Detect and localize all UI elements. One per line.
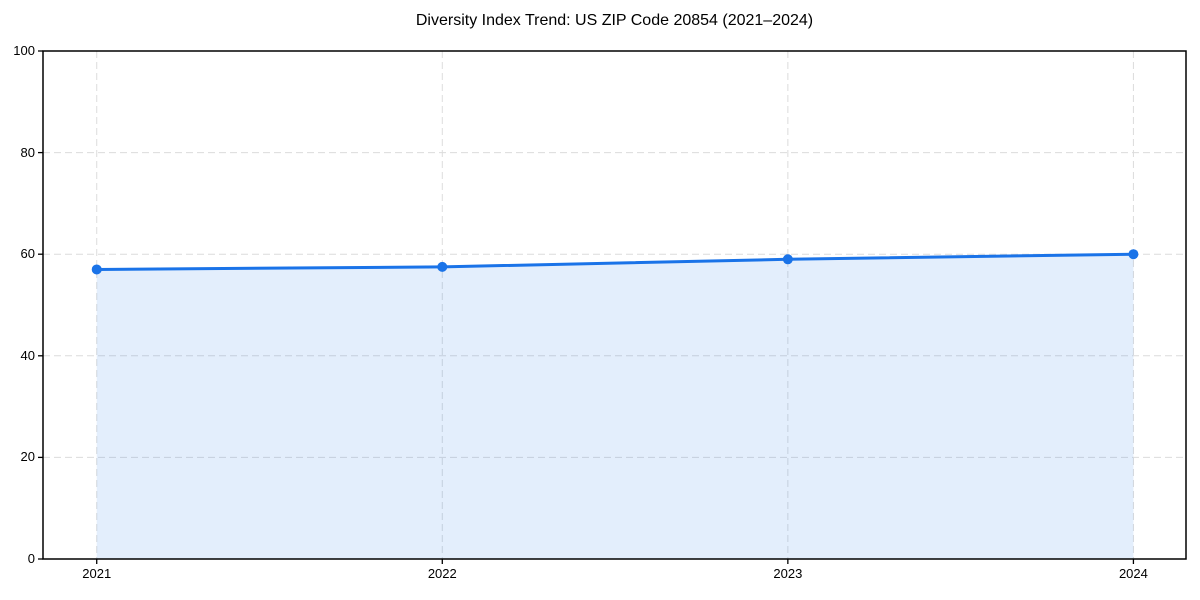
chart-title: Diversity Index Trend: US ZIP Code 20854… <box>415 12 814 29</box>
data-point-marker <box>782 254 793 265</box>
y-axis-tick-label: 0 <box>27 551 35 566</box>
data-point-marker <box>91 264 102 275</box>
y-axis-tick-label: 20 <box>20 449 35 465</box>
y-axis-tick-label: 40 <box>20 347 35 363</box>
y-axis-tick-label: 100 <box>13 43 35 58</box>
x-axis-tick-label: 2023 <box>773 566 803 581</box>
area-fill <box>96 254 1134 559</box>
y-axis-tick-label: 60 <box>20 246 35 262</box>
x-axis-tick-label: 2022 <box>427 566 457 581</box>
x-axis-tick-label: 2021 <box>82 566 112 581</box>
data-point-marker <box>437 261 448 272</box>
x-axis-tick-label: 2024 <box>1118 566 1148 581</box>
data-point-marker <box>1128 249 1139 260</box>
y-axis-tick-label: 80 <box>20 144 35 160</box>
axes-frame <box>42 50 1187 560</box>
trend-line <box>95 252 1135 271</box>
